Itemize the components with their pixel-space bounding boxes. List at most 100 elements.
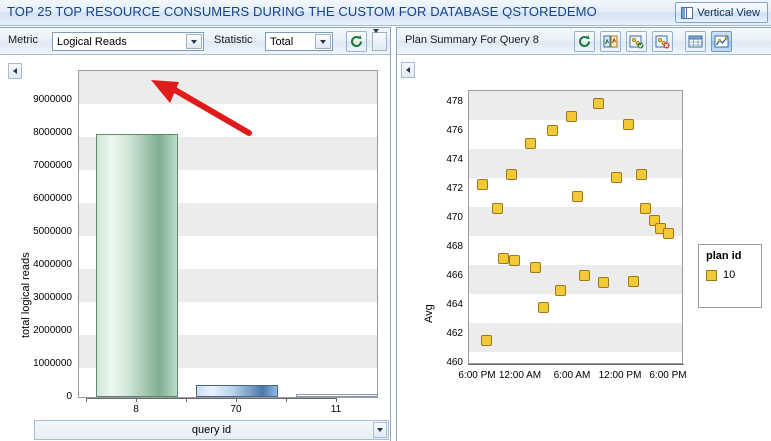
toolbar-overflow-button[interactable] xyxy=(372,29,387,51)
vertical-view-button[interactable]: Vertical View xyxy=(675,2,768,23)
scatter-x-tick: 6:00 PM xyxy=(649,370,687,381)
refresh-button[interactable] xyxy=(574,31,595,52)
force-plan-icon xyxy=(629,35,644,49)
scatter-point[interactable] xyxy=(649,215,661,227)
bar-chart-x-axis-bar: query id xyxy=(34,420,389,440)
plot-band xyxy=(469,323,682,352)
left-scroll-stub[interactable] xyxy=(8,63,22,79)
scatter-point[interactable] xyxy=(611,171,623,183)
top-resource-consumers-panel: Metric Logical Reads Statistic Total xyxy=(0,27,391,441)
scatter-point[interactable] xyxy=(571,191,583,203)
metric-label: Metric xyxy=(8,34,38,46)
vertical-split-icon xyxy=(681,6,694,19)
scatter-point[interactable] xyxy=(598,277,610,289)
bar-y-tick: 4000000 xyxy=(33,259,72,270)
scatter-x-tick: 6:00 AM xyxy=(553,370,591,381)
title-bar: TOP 25 TOP RESOURCE CONSUMERS DURING THE… xyxy=(0,0,771,26)
statistic-value: Total xyxy=(270,35,294,48)
statistic-select[interactable]: Total xyxy=(265,32,333,51)
vertical-view-label: Vertical View xyxy=(697,6,760,19)
legend-swatch xyxy=(706,269,717,281)
force-plan-button[interactable] xyxy=(626,31,647,52)
grid-icon xyxy=(688,35,703,48)
scatter-point[interactable] xyxy=(566,111,578,123)
scatter-point[interactable] xyxy=(592,97,604,109)
chevron-down-icon[interactable] xyxy=(315,34,331,49)
scatter-point[interactable] xyxy=(579,269,591,281)
unforce-plan-button[interactable] xyxy=(652,31,673,52)
scatter-y-tick: 468 xyxy=(446,241,463,252)
scatter-point[interactable] xyxy=(481,334,493,346)
right-scroll-stub[interactable] xyxy=(401,62,415,78)
bar-x-tick: 11 xyxy=(330,404,342,415)
scatter-point[interactable] xyxy=(636,168,648,180)
plan-summary-panel: Plan Summary For Query 8 xyxy=(396,27,771,441)
x-axis-line xyxy=(86,398,337,399)
plot-band xyxy=(469,149,682,178)
bar-y-tick: 7000000 xyxy=(33,160,72,171)
x-tickmark xyxy=(86,398,87,402)
scatter-point[interactable] xyxy=(628,275,640,287)
chevron-left-icon xyxy=(13,68,17,74)
scatter-y-tick: 466 xyxy=(446,270,463,281)
scatter-x-tick: 6:00 PM xyxy=(458,370,496,381)
bar-y-tick: 1000000 xyxy=(33,358,72,369)
scatter-point[interactable] xyxy=(537,301,549,313)
scatter-y-tick: 478 xyxy=(446,96,463,107)
bar-y-tick: 2000000 xyxy=(33,325,72,336)
legend-title: plan id xyxy=(706,250,742,262)
scatter-point[interactable] xyxy=(492,203,504,215)
scatter-chart: Avg 478 476 474 472 470 468 466 464 462 … xyxy=(397,58,771,441)
x-tickmark xyxy=(286,398,287,402)
compare-plans-button[interactable] xyxy=(600,31,621,52)
chevron-left-icon xyxy=(406,67,410,73)
scatter-point[interactable] xyxy=(554,284,566,296)
statistic-label: Statistic xyxy=(214,34,253,46)
scatter-point[interactable] xyxy=(505,168,517,180)
metric-select[interactable]: Logical Reads xyxy=(52,32,204,51)
scatter-plot-area xyxy=(468,90,683,364)
scatter-point[interactable] xyxy=(622,118,634,130)
scatter-point[interactable] xyxy=(524,138,536,150)
left-toolbar: Metric Logical Reads Statistic Total xyxy=(0,28,390,55)
grid-view-button[interactable] xyxy=(685,31,706,52)
bar-y-tick: 9000000 xyxy=(33,94,72,105)
chart-icon xyxy=(714,35,729,48)
page-title: TOP 25 TOP RESOURCE CONSUMERS DURING THE… xyxy=(7,4,597,19)
scatter-point[interactable] xyxy=(530,262,542,274)
x-tickmark xyxy=(186,398,187,402)
legend-label: 10 xyxy=(723,269,736,281)
unforce-plan-icon xyxy=(655,35,670,49)
bar-chart: total logical reads 9000000 8000000 7000… xyxy=(0,58,389,415)
bar-chart-x-axis-title: query id xyxy=(191,424,232,436)
scatter-point[interactable] xyxy=(662,227,674,239)
scatter-x-tick: 12:00 AM xyxy=(498,370,542,381)
scatter-point[interactable] xyxy=(498,253,510,265)
x-tickmark xyxy=(136,398,137,402)
bar-y-tick: 0 xyxy=(66,391,72,402)
scatter-point[interactable] xyxy=(477,179,489,191)
bar-query-70[interactable] xyxy=(196,385,278,397)
bar-query-8[interactable] xyxy=(96,134,178,397)
scatter-y-tick: 464 xyxy=(446,299,463,310)
chevron-down-icon[interactable] xyxy=(186,34,202,49)
x-tickmark xyxy=(336,398,337,402)
plot-band xyxy=(79,71,377,104)
scatter-point[interactable] xyxy=(639,203,651,215)
bar-query-11[interactable] xyxy=(296,394,377,397)
chevron-down-icon xyxy=(377,428,383,432)
bar-x-tick: 70 xyxy=(230,404,242,415)
chart-view-button[interactable] xyxy=(711,31,732,52)
x-axis-scroll-button[interactable] xyxy=(373,422,387,438)
scatter-x-axis-line xyxy=(468,364,684,365)
scatter-point[interactable] xyxy=(509,254,521,266)
scatter-point[interactable] xyxy=(547,124,559,136)
metric-value: Logical Reads xyxy=(57,35,127,48)
refresh-button[interactable] xyxy=(346,31,367,52)
scatter-y-tick: 472 xyxy=(446,183,463,194)
scatter-y-tick: 460 xyxy=(446,357,463,368)
plot-band xyxy=(469,265,682,294)
legend-entry[interactable]: 10 xyxy=(706,269,754,281)
scatter-y-tick: 476 xyxy=(446,125,463,136)
